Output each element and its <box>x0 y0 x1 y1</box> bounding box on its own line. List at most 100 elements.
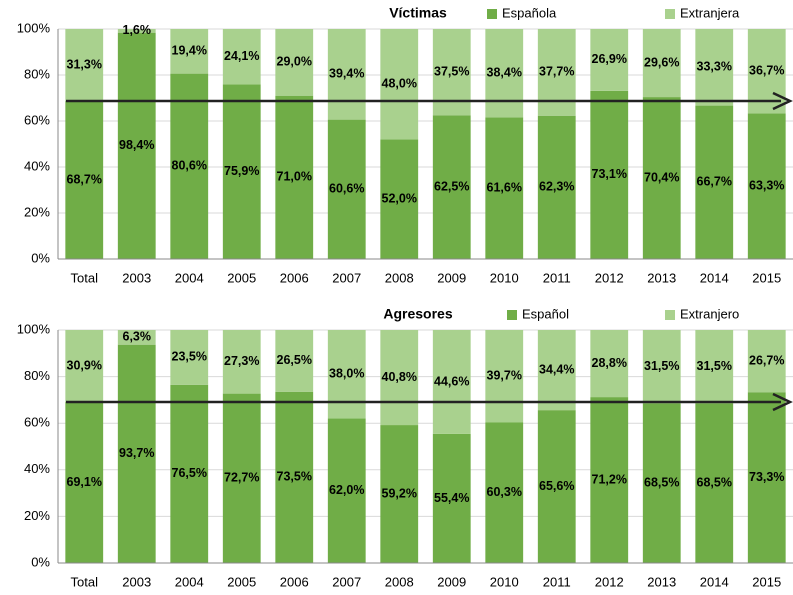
chart-title: Víctimas <box>389 5 447 21</box>
data-label: 60,6% <box>329 182 364 196</box>
bar-segment <box>432 115 471 259</box>
bar-segment <box>275 29 314 96</box>
x-tick-label: 2015 <box>752 270 781 285</box>
x-tick-label: 2011 <box>543 574 571 589</box>
data-label: 19,4% <box>172 44 207 58</box>
data-label: 37,5% <box>434 64 469 78</box>
bar-segment <box>275 330 314 392</box>
bar-segment <box>222 393 261 563</box>
data-label: 76,5% <box>172 466 207 480</box>
arrow-head <box>772 392 793 412</box>
bar-segment <box>747 29 786 114</box>
legend-swatch <box>507 310 517 320</box>
x-tick-label: 2006 <box>280 270 309 285</box>
data-label: 70,4% <box>644 170 679 184</box>
x-tick-label: 2008 <box>385 574 414 589</box>
bar-segment <box>170 29 209 74</box>
bar-segment <box>222 29 261 85</box>
bar-segment <box>695 105 734 259</box>
y-tick-label: 40% <box>24 461 50 476</box>
data-label: 26,9% <box>592 52 627 66</box>
bar-segment <box>327 418 366 563</box>
x-tick-label: 2010 <box>490 574 519 589</box>
bar-segment <box>747 330 786 393</box>
bar-segment <box>380 425 419 563</box>
data-label: 71,0% <box>277 170 312 184</box>
bar-segment <box>170 330 209 385</box>
x-tick-label: 2007 <box>332 270 361 285</box>
data-label: 26,5% <box>277 353 312 367</box>
bar-segment <box>432 330 471 434</box>
bar-segment <box>65 330 104 402</box>
data-label: 39,4% <box>329 67 364 81</box>
bar-segment <box>590 330 629 398</box>
data-label: 30,9% <box>67 358 102 372</box>
x-tick-label: 2006 <box>280 574 309 589</box>
data-label: 93,7% <box>119 446 154 460</box>
x-tick-label: 2014 <box>700 574 729 589</box>
data-label: 69,1% <box>67 475 102 489</box>
bar-segment <box>117 32 156 260</box>
data-label: 28,8% <box>592 356 627 370</box>
x-tick-label: 2004 <box>175 574 204 589</box>
bar-segment <box>590 29 629 91</box>
bar-segment <box>275 95 314 259</box>
bar-segment <box>222 84 261 260</box>
bar-segment <box>485 330 524 423</box>
y-tick-label: 80% <box>24 368 50 383</box>
data-label: 37,7% <box>539 65 574 79</box>
bar-segment <box>170 73 209 260</box>
x-tick-label: 2008 <box>385 270 414 285</box>
data-label: 33,3% <box>697 60 732 74</box>
bar-segment <box>642 330 681 404</box>
data-label: 71,2% <box>592 472 627 486</box>
bar-segment <box>537 330 576 411</box>
data-label: 73,3% <box>749 470 784 484</box>
x-tick-label: 2005 <box>227 270 256 285</box>
bar-segment <box>222 330 261 394</box>
x-tick-label: 2015 <box>752 574 781 589</box>
bar-segment <box>117 29 156 33</box>
x-tick-label: 2007 <box>332 574 361 589</box>
x-tick-label: Total <box>71 270 99 285</box>
legend-label: Español <box>522 306 569 321</box>
data-label: 31,3% <box>67 57 102 71</box>
x-tick-label: 2011 <box>543 270 571 285</box>
data-label: 1,6% <box>123 23 152 37</box>
x-tick-label: 2009 <box>437 270 466 285</box>
data-label: 62,5% <box>434 179 469 193</box>
data-label: 40,8% <box>382 370 417 384</box>
bar-segment <box>590 90 629 260</box>
x-tick-label: 2012 <box>595 270 624 285</box>
legend-label: Española <box>502 5 557 20</box>
data-label: 98,4% <box>119 138 154 152</box>
data-label: 72,7% <box>224 471 259 485</box>
legend-label: Extranjero <box>680 306 739 321</box>
data-label: 27,3% <box>224 354 259 368</box>
data-label: 31,5% <box>644 359 679 373</box>
y-tick-label: 100% <box>17 20 51 35</box>
bar-segment <box>327 29 366 120</box>
bar-segment <box>117 330 156 345</box>
bar-segment <box>537 115 576 260</box>
bar-segment <box>590 397 629 563</box>
legend-swatch <box>665 9 675 19</box>
x-tick-label: 2014 <box>700 270 729 285</box>
bar-segment <box>642 97 681 259</box>
x-tick-label: 2004 <box>175 270 204 285</box>
data-label: 29,6% <box>644 55 679 69</box>
legend-swatch <box>487 9 497 19</box>
bar-segment <box>170 384 209 563</box>
legend-label: Extranjera <box>680 5 740 20</box>
data-label: 61,6% <box>487 180 522 194</box>
data-label: 73,1% <box>592 167 627 181</box>
data-label: 75,9% <box>224 164 259 178</box>
bar-segment <box>432 433 471 563</box>
data-label: 39,7% <box>487 369 522 383</box>
bar-segment <box>65 29 104 101</box>
data-label: 26,7% <box>749 353 784 367</box>
bar-segment <box>485 29 524 118</box>
data-label: 48,0% <box>382 76 417 90</box>
bar-segment <box>65 100 104 260</box>
bar-segment <box>747 113 786 259</box>
